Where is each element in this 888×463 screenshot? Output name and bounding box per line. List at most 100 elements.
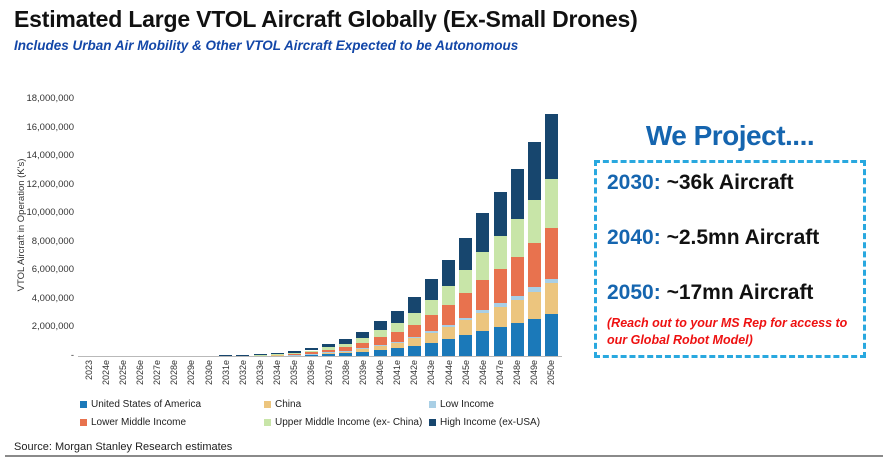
legend-item: Lower Middle Income xyxy=(80,416,264,429)
x-axis-label: 2042e xyxy=(409,360,420,386)
bar-segment xyxy=(527,287,541,292)
bar-segment xyxy=(373,321,387,331)
x-axis-label: 2046e xyxy=(477,360,488,386)
bar-segment xyxy=(407,345,421,356)
legend-item: China xyxy=(264,398,429,411)
legend-label: China xyxy=(275,399,302,410)
bar-2049e xyxy=(527,99,541,356)
bar-segment xyxy=(304,352,318,354)
bar-segment xyxy=(287,351,301,353)
bar-segment xyxy=(442,325,456,328)
bar-2036e xyxy=(304,99,318,356)
legend-swatch-icon xyxy=(429,419,436,426)
bar-segment xyxy=(493,269,507,304)
bar-segment xyxy=(442,260,456,287)
x-axis-label: 2032e xyxy=(237,360,248,386)
bar-segment xyxy=(544,313,558,356)
legend-item: Low Income xyxy=(429,398,570,411)
legend-swatch-icon xyxy=(80,419,87,426)
bar-segment xyxy=(527,141,541,200)
projection-year: 2050: xyxy=(607,281,661,304)
bar-segment xyxy=(442,286,456,306)
chart-legend: United States of America China Low Income L… xyxy=(80,398,570,429)
bar-segment xyxy=(356,338,370,344)
projection-year: 2040: xyxy=(607,226,661,249)
bar-segment xyxy=(339,347,353,351)
bar-segment xyxy=(544,113,558,180)
bar-segment xyxy=(510,168,524,220)
bar-segment xyxy=(510,219,524,257)
bar-segment xyxy=(270,354,284,356)
bar-segment xyxy=(322,347,336,350)
x-axis-label: 2045e xyxy=(460,360,471,386)
bar-segment xyxy=(322,349,336,353)
y-axis-tick: 4,000,000 xyxy=(31,292,74,304)
bar-segment xyxy=(407,312,421,325)
bar-segment xyxy=(476,313,490,332)
bar-segment xyxy=(253,354,267,355)
bar-segment xyxy=(407,296,421,313)
x-axis-label: 2027e xyxy=(152,360,163,386)
legend-item: United States of America xyxy=(80,398,264,411)
bar-segment xyxy=(476,213,490,252)
legend-swatch-icon xyxy=(429,401,436,408)
bar-2033e xyxy=(253,99,267,356)
bar-segment xyxy=(510,256,524,297)
bar-segment xyxy=(527,242,541,288)
x-axis-line xyxy=(78,356,562,357)
bar-2041e xyxy=(390,99,404,356)
x-axis-label: 2029e xyxy=(186,360,197,386)
legend-label: Upper Middle Income (ex- China) xyxy=(275,417,423,428)
x-axis-label: 2025e xyxy=(117,360,128,386)
y-axis-tick: 8,000,000 xyxy=(31,235,74,247)
source-text: Source: Morgan Stanley Research estimate… xyxy=(14,441,233,453)
bar-segment xyxy=(322,352,336,354)
y-axis-tick: 6,000,000 xyxy=(31,264,74,276)
bar-segment xyxy=(356,351,370,356)
bar-segment xyxy=(510,296,524,300)
bar-2030e xyxy=(202,99,216,356)
legend-swatch-icon xyxy=(264,419,271,426)
plot-area xyxy=(80,99,560,356)
bar-segment xyxy=(459,320,473,336)
bar-2039e xyxy=(356,99,370,356)
bar-segment xyxy=(356,331,370,339)
bar-segment xyxy=(493,327,507,356)
bar-segment xyxy=(459,318,473,321)
bar-segment xyxy=(510,299,524,324)
bar-segment xyxy=(493,306,507,328)
x-axis-label: 2036e xyxy=(306,360,317,386)
projection-value: ~17mn Aircraft xyxy=(666,281,814,304)
projection-note: (Reach out to your MS Rep for access to … xyxy=(607,316,848,347)
bar-segment xyxy=(270,353,284,355)
x-axis-label: 2038e xyxy=(340,360,351,386)
bar-2032e xyxy=(236,99,250,356)
bar-2038e xyxy=(339,99,353,356)
page-title: Estimated Large VTOL Aircraft Globally (… xyxy=(14,6,638,32)
bar-segment xyxy=(424,331,438,333)
bar-segment xyxy=(373,330,387,338)
bar-2042e xyxy=(407,99,421,356)
bar-segment xyxy=(424,315,438,332)
projection-value: ~2.5mn Aircraft xyxy=(666,226,820,249)
stacked-bar-chart: VTOL Aircraft in Operation (K's) United … xyxy=(14,88,580,436)
bar-segment xyxy=(476,310,490,314)
bar-segment xyxy=(356,343,370,349)
bar-segment xyxy=(322,344,336,348)
x-axis-label: 2049e xyxy=(529,360,540,386)
footer-rule xyxy=(5,455,883,457)
x-axis-label: 2034e xyxy=(272,360,283,386)
y-axis-tick: 2,000,000 xyxy=(31,321,74,333)
bar-2037e xyxy=(322,99,336,356)
bar-segment xyxy=(304,348,318,351)
bar-2046e xyxy=(476,99,490,356)
bar-2043e xyxy=(424,99,438,356)
bar-segment xyxy=(459,293,473,319)
bar-segment xyxy=(356,348,370,352)
bar-2027e xyxy=(150,99,164,356)
bar-2028e xyxy=(167,99,181,356)
bar-segment xyxy=(270,355,284,356)
bar-segment xyxy=(424,278,438,300)
bar-segment xyxy=(390,342,404,349)
